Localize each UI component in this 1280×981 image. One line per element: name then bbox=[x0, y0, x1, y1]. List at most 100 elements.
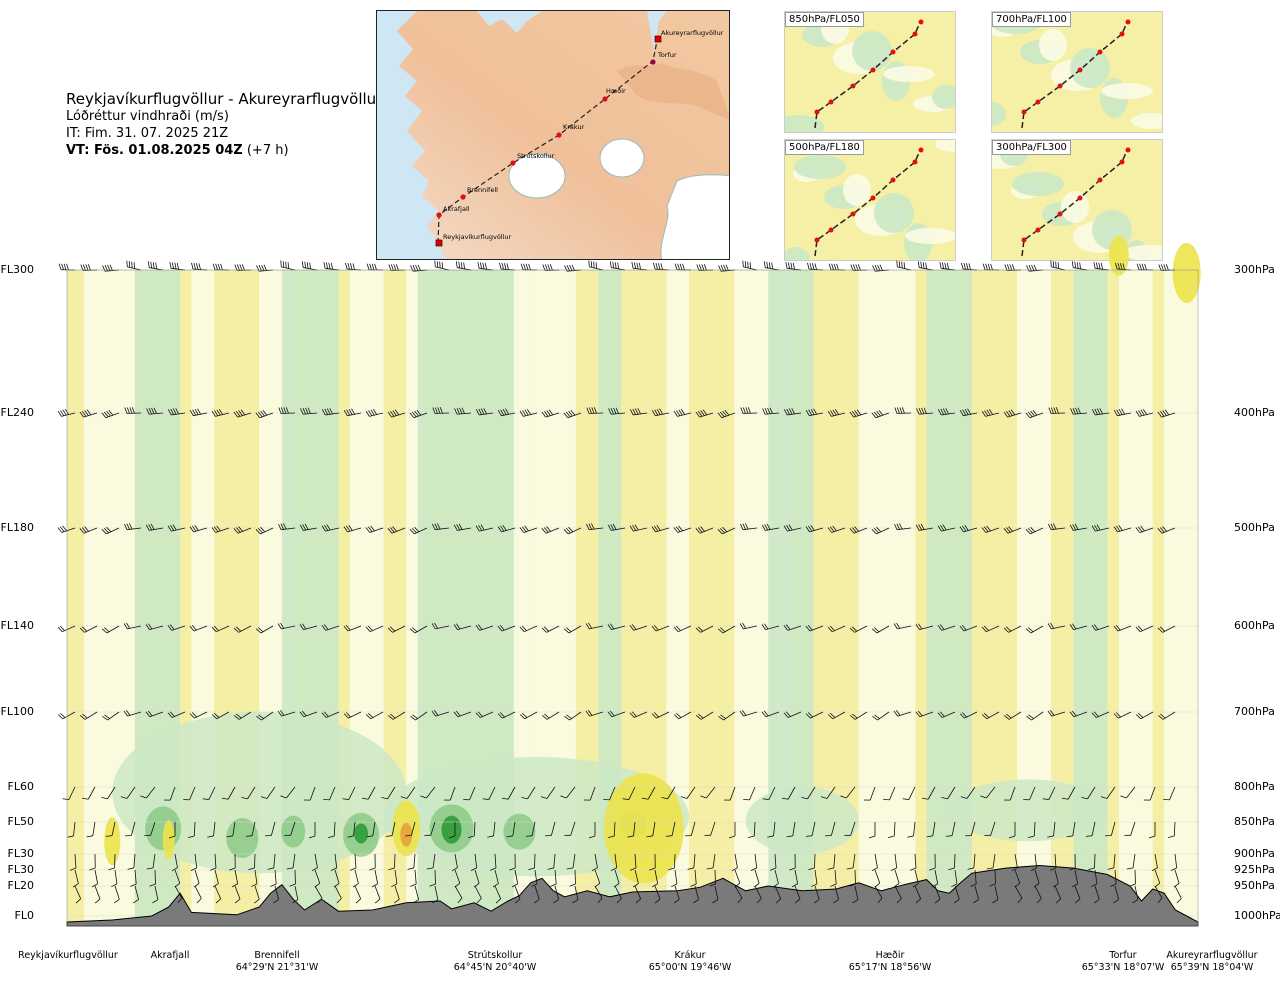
wind-barb-feather bbox=[811, 883, 818, 888]
wind-barb-feather bbox=[921, 407, 925, 414]
wind-barb-feather bbox=[126, 709, 131, 716]
wind-barb-feather bbox=[1091, 883, 1098, 888]
wind-barb bbox=[805, 711, 824, 719]
wind-barb-feather bbox=[1074, 898, 1081, 904]
wind-barb-feather bbox=[569, 883, 576, 887]
wind-barb bbox=[629, 711, 648, 718]
wind-barb-feather bbox=[1113, 625, 1119, 632]
wind-barb-feather bbox=[805, 625, 811, 632]
wind-barb-shaft bbox=[1054, 869, 1059, 884]
wind-barb-feather bbox=[1138, 410, 1143, 416]
wind-barb bbox=[622, 786, 636, 800]
wind-barb bbox=[482, 786, 496, 800]
wind-barb-feather bbox=[590, 523, 595, 530]
wind-barb bbox=[1085, 821, 1096, 837]
wind-barb-feather bbox=[63, 263, 67, 270]
wind-barb-shaft bbox=[214, 885, 222, 899]
wind-barb-feather bbox=[497, 625, 503, 632]
wind-barb bbox=[1168, 821, 1176, 839]
wind-barb-feather bbox=[566, 627, 572, 633]
wind-barb-feather bbox=[150, 261, 153, 269]
wind-barb-feather bbox=[389, 527, 395, 533]
wind-barb-shaft bbox=[754, 885, 762, 899]
wind-barb-feather bbox=[962, 525, 967, 532]
wind-barb bbox=[960, 786, 976, 799]
wind-barb-feather bbox=[939, 711, 945, 717]
wind-barb-shaft bbox=[714, 885, 719, 900]
route-title: Reykjavíkurflugvöllur - Akureyrarflugvöl… bbox=[66, 90, 383, 108]
wind-barb-feather bbox=[172, 524, 177, 531]
wind-barb-feather bbox=[525, 263, 529, 270]
wind-barb-feather bbox=[745, 407, 749, 414]
wind-barb-shaft bbox=[652, 821, 656, 836]
wind-barb bbox=[629, 524, 648, 532]
wind-barb-feather bbox=[434, 709, 439, 716]
wind-barb bbox=[649, 853, 656, 871]
wind-barb bbox=[959, 525, 978, 533]
wind-barb bbox=[871, 853, 878, 872]
wind-barb bbox=[1048, 407, 1066, 414]
wind-barb bbox=[583, 786, 596, 801]
wind-barb-feather bbox=[86, 409, 92, 416]
wind-barb-feather bbox=[807, 624, 813, 631]
wind-barb-shaft bbox=[1067, 786, 1076, 800]
wind-barb bbox=[700, 786, 716, 799]
wind-barb-feather bbox=[948, 867, 955, 871]
wind-barb bbox=[145, 523, 164, 531]
inset-field-blob bbox=[935, 140, 955, 152]
wind-barb-feather bbox=[1008, 526, 1013, 532]
wind-barb-shaft bbox=[973, 853, 976, 868]
wind-barb bbox=[280, 260, 296, 271]
wind-barb-shaft bbox=[194, 853, 198, 868]
wind-barb-feather bbox=[783, 712, 789, 718]
wind-barb-feather bbox=[1162, 410, 1167, 416]
wind-barb-feather bbox=[1050, 523, 1054, 530]
hpa-label: 500hPa bbox=[1234, 521, 1275, 534]
wind-barb bbox=[475, 711, 494, 718]
wind-barb-feather bbox=[400, 796, 408, 799]
wind-barb-feather bbox=[1052, 523, 1057, 530]
wind-barb-shaft bbox=[894, 853, 898, 868]
wind-barb-feather bbox=[565, 411, 571, 418]
wind-barb bbox=[742, 260, 758, 271]
hpa-label: 700hPa bbox=[1234, 705, 1275, 718]
wind-barb-feather bbox=[258, 627, 264, 633]
wind-barb-feather bbox=[248, 867, 255, 871]
wind-barb-feather bbox=[372, 409, 378, 415]
wind-barb bbox=[805, 821, 816, 837]
wind-barb-feather bbox=[245, 835, 253, 837]
wind-barb-shaft bbox=[986, 786, 996, 799]
wind-barb-feather bbox=[91, 883, 98, 888]
wind-barb-feather bbox=[505, 408, 509, 415]
wind-barb-feather bbox=[183, 798, 190, 801]
inset-waypoint-icon bbox=[1077, 195, 1083, 201]
wind-barb-feather bbox=[675, 526, 681, 532]
wind-barb bbox=[967, 853, 976, 870]
wind-barb-feather bbox=[568, 526, 574, 533]
wind-barb-feather bbox=[257, 411, 263, 418]
wind-barb-feather bbox=[280, 622, 285, 629]
wind-barb-shaft bbox=[1009, 786, 1016, 801]
wind-barb-feather bbox=[544, 264, 548, 271]
wind-barb-feather bbox=[719, 527, 725, 534]
wind-barb-feather bbox=[1017, 897, 1023, 904]
wind-barb bbox=[79, 409, 98, 418]
wind-barb-feather bbox=[263, 264, 267, 271]
wind-barb-feather bbox=[1026, 715, 1032, 721]
wind-barb-feather bbox=[519, 714, 526, 720]
wind-barb bbox=[387, 526, 406, 534]
waypoint-krakur-icon bbox=[556, 132, 562, 138]
wind-barb bbox=[651, 624, 670, 632]
wind-barb-shaft bbox=[554, 885, 560, 900]
wind-barb-feather bbox=[175, 408, 179, 415]
wind-barb-feather bbox=[764, 408, 768, 415]
wind-barb-shaft bbox=[114, 885, 120, 900]
wind-barb-feather bbox=[301, 261, 304, 268]
wind-barb-shaft bbox=[934, 869, 939, 884]
wind-barb bbox=[207, 821, 216, 838]
inset-waypoint-icon bbox=[918, 147, 924, 153]
wind-barb-feather bbox=[829, 526, 835, 532]
wind-barb-feather bbox=[879, 264, 883, 271]
wind-barb bbox=[387, 409, 406, 418]
wind-barb-shaft bbox=[87, 786, 96, 800]
